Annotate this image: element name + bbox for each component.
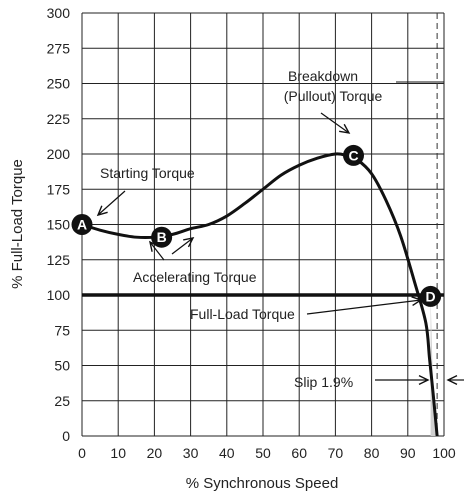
x-tick-label: 40: [219, 445, 235, 461]
breakdown-arrow-head: [339, 123, 351, 134]
x-tick-label: 30: [183, 445, 199, 461]
x-tick-label: 100: [432, 445, 456, 461]
starting-torque-arrow-head: [96, 205, 108, 217]
slip-shaded-area: [430, 296, 438, 436]
y-tick-label: 50: [54, 358, 70, 374]
x-tick-label: 60: [291, 445, 307, 461]
x-tick-label: 90: [400, 445, 416, 461]
accelerating-torque-label: Accelerating Torque: [133, 269, 257, 285]
x-tick-label: 50: [255, 445, 271, 461]
slip-label: Slip 1.9%: [294, 374, 353, 390]
point-b-label: B: [157, 229, 167, 245]
full-load-torque-label: Full-Load Torque: [190, 306, 295, 322]
x-axis-title: % Synchronous Speed: [186, 475, 339, 492]
x-tick-labels: 0 10 20 30 40 50 60 70 80 90 100: [78, 445, 456, 461]
point-c-label: C: [348, 147, 358, 163]
x-tick-label: 70: [328, 445, 344, 461]
point-a-marker: [71, 214, 93, 235]
breakdown-label-line1: Breakdown: [288, 68, 358, 84]
y-tick-label: 150: [47, 217, 71, 233]
point-a-label: A: [77, 217, 87, 233]
y-axis-title: % Full-Load Torque: [9, 159, 26, 289]
accelerating-arrow-right-head: [183, 237, 195, 248]
operating-points: A B C D: [71, 144, 442, 307]
y-tick-labels: 0 25 50 75 100 125 150 175 200 225 250 275 300: [47, 5, 71, 444]
x-tick-label: 20: [147, 445, 163, 461]
y-tick-label: 250: [47, 76, 71, 92]
point-c-marker: [343, 144, 364, 166]
y-tick-label: 225: [47, 111, 71, 127]
y-tick-label: 275: [47, 40, 71, 56]
accelerating-arrow-left-shaft: [149, 241, 165, 261]
starting-torque-arrow-shaft: [97, 190, 126, 216]
annotation-arrows: [96, 81, 464, 385]
y-tick-label: 100: [47, 287, 71, 303]
y-tick-label: 75: [54, 322, 70, 338]
y-tick-label: 0: [62, 428, 70, 444]
y-tick-label: 25: [54, 393, 70, 409]
starting-torque-label: Starting Torque: [100, 165, 195, 181]
grid: [81, 12, 445, 437]
point-d-marker: [420, 285, 442, 307]
slip-arrow-left-head: [418, 375, 430, 385]
point-b-marker: [151, 226, 173, 248]
y-tick-label: 125: [47, 252, 71, 268]
slip-shading: [430, 13, 438, 436]
x-tick-label: 80: [364, 445, 380, 461]
slip-arrow-right-head: [446, 375, 458, 385]
full-load-arrow-shaft: [306, 299, 422, 315]
point-d-label: D: [426, 288, 436, 304]
breakdown-arrow-shaft: [320, 112, 350, 134]
y-tick-label: 175: [47, 181, 71, 197]
y-tick-label: 300: [47, 5, 71, 21]
accelerating-arrow-right-shaft: [171, 237, 194, 255]
breakdown-label-line2: (Pullout) Torque: [284, 88, 383, 104]
y-tick-label: 200: [47, 146, 71, 162]
x-tick-label: 0: [78, 445, 86, 461]
annotations: Starting Torque Breakdown (Pullout) Torq…: [100, 68, 382, 390]
x-tick-label: 10: [110, 445, 126, 461]
